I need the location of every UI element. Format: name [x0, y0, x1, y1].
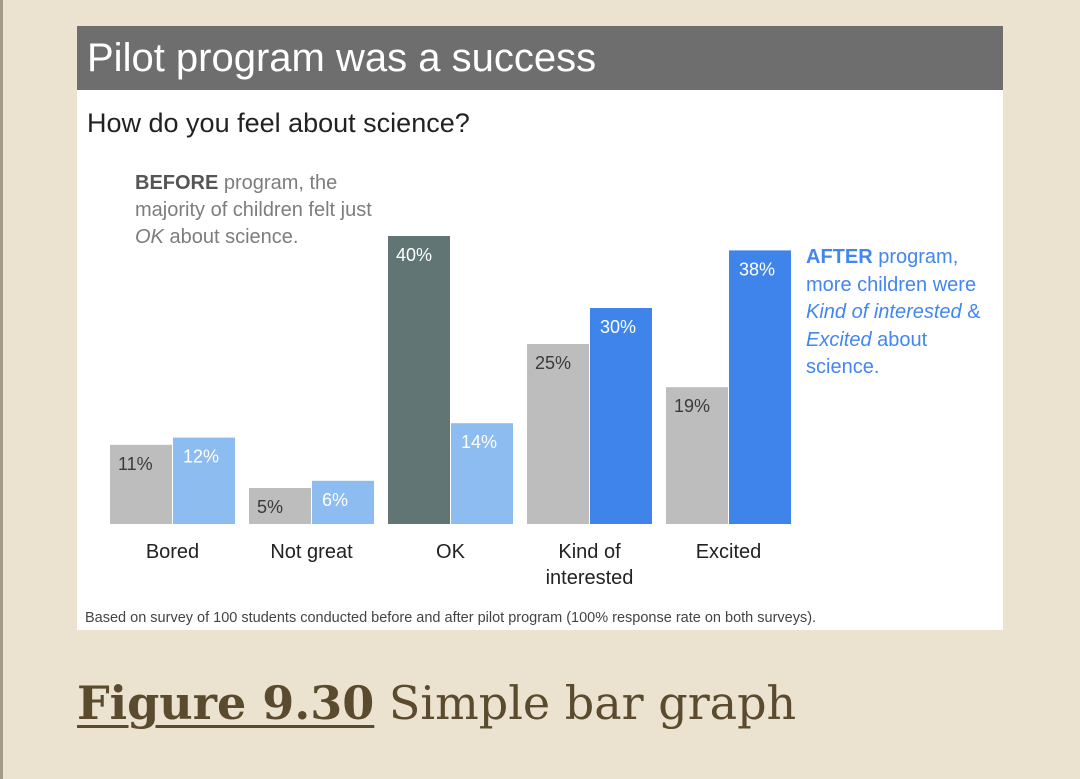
bar-after-ok	[451, 423, 513, 524]
before-annotation-text2: about science.	[163, 226, 299, 248]
bar-before-label-not-great: 5%	[257, 497, 283, 517]
after-annotation-text1: program, more children were	[806, 246, 977, 296]
bar-before-not-great	[249, 488, 311, 524]
category-label-kind-of-interested-line2: interested	[546, 567, 634, 589]
bar-after-bored	[173, 437, 235, 524]
bar-after-excited	[729, 250, 791, 524]
figure-caption: Figure 9.30 Simple bar graph	[77, 676, 796, 730]
bar-after-label-excited: 38%	[739, 259, 775, 279]
bar-after-label-bored: 12%	[183, 447, 219, 467]
chart-subtitle: How do you feel about science?	[87, 108, 470, 138]
after-annotation-emphasis1: Kind of interested	[806, 301, 962, 323]
page-edge	[0, 0, 3, 779]
slide-title: Pilot program was a success	[77, 26, 1003, 90]
category-label-not-great: Not great	[270, 541, 353, 563]
bar-before-kind-of-interested	[527, 344, 589, 524]
category-label-bored: Bored	[146, 541, 199, 563]
bar-after-label-ok: 14%	[461, 432, 497, 452]
before-annotation: BEFORE program, the majority of children…	[135, 170, 385, 251]
category-label-excited: Excited	[696, 541, 762, 563]
category-label-ok: OK	[436, 541, 466, 563]
before-annotation-text1: program, the majority of children felt j…	[135, 172, 372, 221]
after-annotation: AFTER program, more children were Kind o…	[806, 244, 996, 382]
chart-slide: Pilot program was a success How do you f…	[77, 26, 1003, 630]
after-annotation-bold: AFTER	[806, 246, 873, 268]
bar-after-kind-of-interested	[590, 308, 652, 524]
bar-after-label-not-great: 6%	[322, 490, 348, 510]
bar-before-bored	[110, 444, 172, 524]
bar-before-ok	[388, 236, 450, 524]
figure-caption-text: Simple bar graph	[374, 676, 797, 730]
bar-chart: 11% 12% Bored 5% 6% Not great 40% 14% OK 25% 30% Ki…	[110, 236, 791, 589]
before-annotation-emphasis: OK	[135, 226, 164, 248]
category-label-kind-of-interested-line1: Kind of	[558, 541, 621, 563]
bar-before-label-bored: 11%	[118, 454, 153, 474]
after-annotation-text2: &	[961, 301, 981, 323]
after-annotation-text3: about science.	[806, 328, 928, 379]
bar-before-label-kind-of-interested: 25%	[535, 353, 571, 373]
bar-before-excited	[666, 387, 728, 524]
bar-before-label-ok: 40%	[396, 245, 432, 265]
bar-after-not-great	[312, 480, 374, 524]
bar-before-label-excited: 19%	[674, 396, 710, 416]
figure-label: Figure 9.30	[77, 676, 375, 730]
bar-after-label-kind-of-interested: 30%	[600, 317, 636, 337]
before-annotation-bold: BEFORE	[135, 172, 219, 194]
after-annotation-emphasis2: Excited	[806, 328, 872, 351]
footnote: Based on survey of 100 students conducte…	[85, 610, 817, 626]
